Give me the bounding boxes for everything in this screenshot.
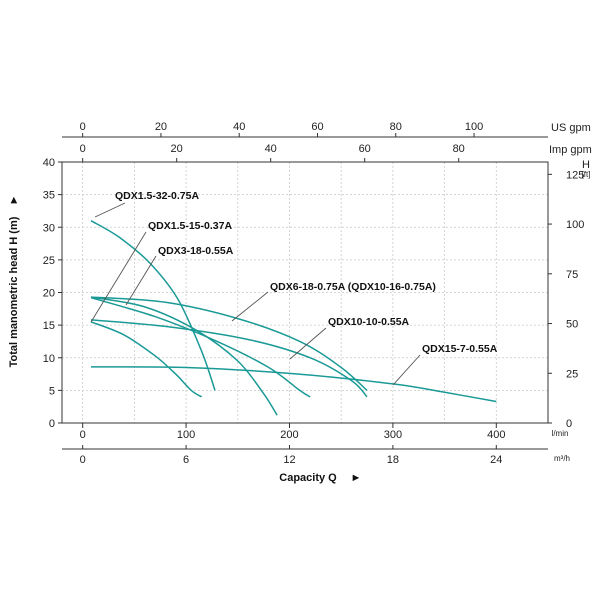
curve-series-6	[90, 366, 497, 403]
curve-label-2: QDX3-18-0.55A	[158, 245, 234, 257]
bottom-m3h-tick-label: 0	[80, 454, 86, 466]
left-tick-label: 15	[43, 320, 55, 332]
curve-series-5	[90, 319, 368, 398]
curve-labels: QDX1.5-32-0.75A QDX1.5-15-0.37A QDX3-18-0.…	[115, 190, 498, 355]
top-impgpm-tick-label: 0	[80, 143, 86, 155]
right-tick-label: 25	[566, 368, 578, 380]
curves	[90, 220, 497, 416]
top-axis-unit-usgpm: US gpm	[551, 122, 591, 134]
curve-series-3	[90, 296, 368, 391]
left-tick-label: 25	[43, 255, 55, 267]
label-leaders	[90, 202, 421, 386]
bottom-tick-label: 0	[80, 429, 86, 441]
x-axis-title: Capacity Q	[279, 472, 337, 484]
right-axis-unit-sub: [ft]	[582, 170, 591, 179]
top-usgpm-tick-label: 100	[465, 121, 483, 133]
leader-line	[125, 255, 157, 306]
leader-line	[392, 354, 421, 386]
left-tick-label: 35	[43, 190, 55, 202]
bottom-m3h-tick-label: 24	[490, 454, 502, 466]
bottom-tick-label: 300	[384, 429, 402, 441]
top-impgpm-tick-label: 60	[359, 143, 371, 155]
left-tick-label: 5	[49, 385, 55, 397]
curve-label-5: QDX10-10-0.55A	[328, 316, 410, 328]
curve-series-1	[90, 321, 203, 398]
left-tick-label: 40	[43, 157, 55, 169]
grid	[62, 162, 548, 423]
left-tick-label: 20	[43, 288, 55, 300]
left-tick-label: 10	[43, 353, 55, 365]
top-usgpm-tick-label: 20	[155, 121, 167, 133]
right-tick-label: 75	[566, 269, 578, 281]
curve-label-6: QDX15-7-0.55A	[422, 343, 498, 355]
top-usgpm-tick-label: 40	[233, 121, 245, 133]
top-impgpm-tick-label: 80	[453, 143, 465, 155]
left-tick-label: 30	[43, 222, 55, 234]
curve-series-2	[90, 296, 278, 416]
curve-label-1: QDX1.5-15-0.37A	[148, 220, 232, 232]
bottom-m3h-tick-label: 18	[387, 454, 399, 466]
top-axis-unit-impgpm: Imp gpm	[549, 144, 592, 156]
bottom-m3h-tick-label: 12	[283, 454, 295, 466]
bottom-tick-label: 400	[487, 429, 505, 441]
bottom-axis-unit-m3h: m³/h	[554, 454, 570, 463]
right-tick-label: 125	[566, 169, 584, 181]
right-tick-label: 100	[566, 219, 584, 231]
leader-line	[289, 327, 327, 360]
right-tick-label: 0	[566, 418, 572, 430]
bottom-tick-label: 200	[280, 429, 298, 441]
right-tick-label: 50	[566, 319, 578, 331]
bottom-m3h-tick-label: 6	[183, 454, 189, 466]
leader-line	[231, 291, 269, 322]
x-axis-arrow: ►	[351, 472, 362, 484]
y-axis-arrow: ►	[8, 195, 20, 206]
curve-series-0	[90, 220, 216, 391]
y-axis-title: Total manometric head H (m)	[8, 216, 20, 367]
bottom-axis-unit-lmin: l/min	[552, 429, 569, 438]
bottom-tick-label: 100	[177, 429, 195, 441]
top-impgpm-tick-label: 20	[171, 143, 183, 155]
top-usgpm-tick-label: 60	[311, 121, 323, 133]
top-usgpm-tick-label: 0	[80, 121, 86, 133]
top-impgpm-tick-label: 40	[265, 143, 277, 155]
top-usgpm-tick-label: 80	[390, 121, 402, 133]
curve-label-0: QDX1.5-32-0.75A	[115, 190, 199, 202]
right-axis-unit: H	[582, 159, 590, 171]
curve-series-4	[90, 296, 311, 398]
left-tick-label: 0	[49, 418, 55, 430]
curve-label-3: QDX6-18-0.75A (QDX10-16-0.75A)	[270, 281, 436, 293]
leader-line	[90, 231, 147, 323]
leader-line	[94, 202, 126, 218]
